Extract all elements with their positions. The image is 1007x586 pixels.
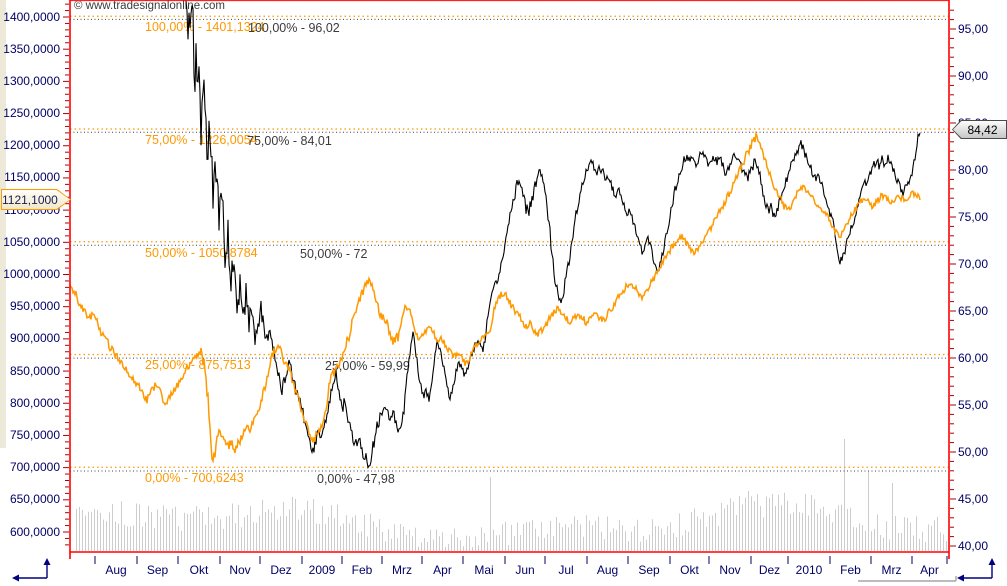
right-axis-tick-label: 60,00	[958, 350, 989, 365]
left-axis-tick-label: 1200,0000	[3, 138, 60, 153]
x-axis-month-label: Sep	[638, 563, 660, 577]
scroll-back-right-icon[interactable]	[957, 558, 996, 582]
right-axis-tick-label: 70,00	[958, 256, 989, 271]
left-axis-tick-label: 700,0000	[9, 460, 60, 475]
right-axis-tick-label: 80,00	[958, 162, 989, 177]
left-axis-tick-label: 900,0000	[9, 331, 60, 346]
left-axis-tick-label: 950,0000	[9, 299, 60, 314]
x-axis-month-label: Jun	[515, 563, 535, 577]
left-axis-tick-label: 600,0000	[9, 524, 60, 539]
x-axis-month-label: Jul	[558, 563, 574, 577]
h-scrollbar[interactable]	[858, 576, 957, 582]
x-axis-month-label: Dez	[270, 563, 292, 577]
x-axis-month-label: Okt	[680, 563, 699, 577]
fib-label-left-scale: 25,00% - 875,7513	[145, 358, 251, 373]
right-axis-tick-label: 55,00	[958, 397, 989, 412]
x-axis-month-label: 2009	[308, 563, 336, 577]
x-axis-month-label: Aug	[596, 563, 619, 577]
x-axis-month-label: Sep	[146, 563, 169, 577]
left-axis-value: 1121,1000	[2, 192, 58, 207]
x-axis-month-label: Nov	[719, 563, 741, 577]
series-orange-line	[70, 130, 921, 464]
x-axis-month-label: Feb	[351, 563, 373, 577]
x-axis-month-label: 2010	[795, 563, 823, 577]
x-axis-month-label: Okt	[189, 563, 209, 577]
right-axis-tick-label: 75,00	[958, 209, 989, 224]
fib-label-left-scale: 0,00% - 700,6243	[145, 471, 244, 486]
x-axis-month-label: Apr	[433, 563, 452, 577]
left-axis-tick-label: 1000,0000	[3, 267, 60, 281]
series-black-line	[185, 0, 921, 470]
x-axis-month-label: Nov	[229, 563, 251, 577]
fib-label-left-scale: 50,00% - 1050,8784	[145, 245, 258, 260]
left-axis-tick-label: 750,0000	[9, 427, 60, 442]
left-axis-tick-label: 1250,0000	[3, 106, 60, 121]
fib-label-right-scale: 0,00% - 47,98	[317, 472, 395, 487]
left-axis-tick-label: 650,0000	[9, 492, 60, 507]
scroll-back-left-icon[interactable]	[12, 558, 51, 582]
left-axis-tick-label: 1150,0000	[4, 170, 60, 185]
x-axis-month-label: Mrz	[392, 563, 412, 577]
left-axis-tick-label: 1050,0000	[3, 234, 60, 249]
volume-bars	[76, 439, 947, 551]
left-axis-value-tag: 1121,1000	[1, 189, 71, 210]
right-axis-tick-label: 95,00	[958, 21, 989, 36]
x-axis-month-label: Feb	[840, 563, 861, 577]
left-axis-tick-label: 1350,0000	[3, 41, 60, 56]
right-axis-tick-label: 50,00	[958, 444, 989, 459]
window-edge-strip	[0, 0, 6, 448]
x-axis-month-label: Apr	[920, 563, 939, 577]
x-axis-month-label: Mrz	[881, 563, 902, 577]
fib-label-right-scale: 25,00% - 59,99	[325, 359, 410, 374]
left-axis-tick-label: 1300,0000	[3, 73, 60, 88]
fib-label-left-scale: 100,00% - 1401,1324	[145, 20, 265, 35]
right-axis-tick-label: 90,00	[958, 68, 989, 83]
fib-label-right-scale: 50,00% - 72	[300, 246, 368, 261]
right-axis-value-tag: 84,42	[952, 120, 1007, 139]
left-axis-tick-label: 850,0000	[9, 363, 60, 378]
x-axis-month-label: Dez	[758, 563, 781, 577]
fib-label-right-scale: 75,00% - 84,01	[247, 134, 332, 148]
x-axis-month-label: Mai	[474, 563, 494, 577]
fib-label-right-scale: 100,00% - 96,02	[248, 21, 340, 36]
x-axis-month-label: Aug	[105, 563, 127, 577]
right-axis-tick-label: 65,00	[958, 303, 989, 318]
right-axis-tick-label: 40,00	[958, 538, 989, 553]
right-axis-value: 84,42	[967, 122, 998, 137]
left-axis-tick-label: 1400,0000	[3, 9, 60, 24]
right-axis-tick-label: 45,00	[958, 491, 989, 506]
left-axis-tick-label: 800,0000	[9, 395, 60, 410]
